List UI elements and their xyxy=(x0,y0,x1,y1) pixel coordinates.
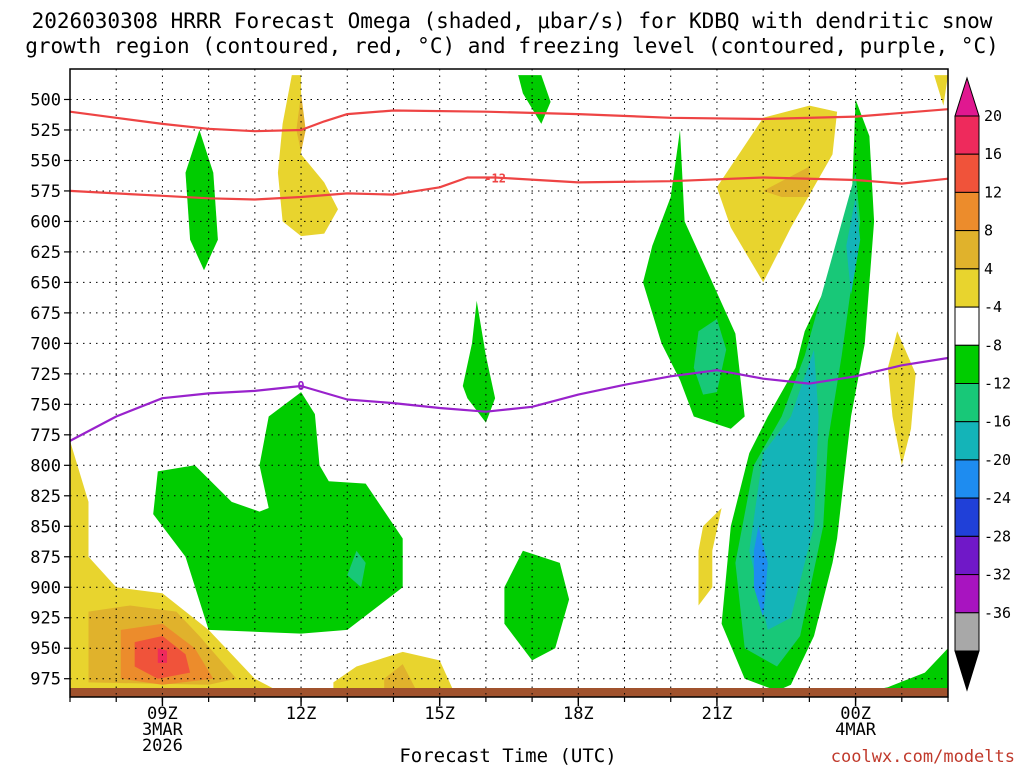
y-tick-label-525: 525 xyxy=(30,121,61,141)
y-tick-label-925: 925 xyxy=(30,609,61,629)
title-line-2: growth region (contoured, red, °C) and f… xyxy=(25,34,999,58)
y-tick-label-975: 975 xyxy=(30,670,61,690)
colorbar-label-7: -12 xyxy=(984,375,1011,393)
y-tick-label-800: 800 xyxy=(30,456,61,476)
colorbar-bin-4 xyxy=(954,268,980,308)
colorbar-bin-2 xyxy=(954,191,980,232)
colorbar-bin-6 xyxy=(954,344,980,384)
y-tick-label-575: 575 xyxy=(30,182,61,202)
omega-region-4 xyxy=(934,75,948,106)
colorbar-label-3: 8 xyxy=(984,222,993,240)
lower-12C-line xyxy=(69,176,949,201)
x-tick-label-18Z: 18Z xyxy=(563,704,594,724)
credit-link[interactable]: coolwx.com/modelts xyxy=(831,747,1015,767)
x-tick-label-09Z: 09Z xyxy=(147,704,178,724)
colorbar-bin-3 xyxy=(954,230,980,270)
colorbar-bin-12 xyxy=(954,574,980,614)
colorbar-label-1: 16 xyxy=(984,145,1002,163)
omega-region-6 xyxy=(763,166,810,197)
omega-region-24 xyxy=(157,648,167,663)
x-date-label-2026: 2026 xyxy=(142,736,183,756)
y-tick-label-750: 750 xyxy=(30,395,61,415)
y-tick-label-650: 650 xyxy=(30,273,61,293)
omega-region-26 xyxy=(384,664,417,691)
colorbar-top-arrow xyxy=(954,76,980,117)
surface-ground-strip xyxy=(70,688,948,697)
colorbar-bin-0 xyxy=(954,115,980,155)
y-axis-ticks: 500 525 550 575 600 625 650 675 700 725 750 775 800 8… xyxy=(30,90,70,690)
colorbar-label-0: 20 xyxy=(984,107,1002,125)
omega-region-2 xyxy=(518,75,551,124)
upper-12C-line xyxy=(69,108,949,133)
y-tick-label-950: 950 xyxy=(30,639,61,659)
colorbar-label-9: -20 xyxy=(984,451,1011,469)
lower-12C-line-label: -12 xyxy=(484,172,506,186)
colorbar-bin-7 xyxy=(954,383,980,423)
chart-title: 2026030308 HRRR Forecast Omega (shaded, … xyxy=(25,9,999,58)
colorbar-bin-9 xyxy=(954,459,980,499)
omega-region-17 xyxy=(153,392,403,634)
colorbar-label-6: -8 xyxy=(984,336,1002,354)
omega-region-3 xyxy=(185,130,218,271)
colorbar-label-13: -36 xyxy=(984,604,1011,622)
plot-frame xyxy=(69,68,949,698)
colorbar-bin-13 xyxy=(954,612,980,652)
y-tick-label-600: 600 xyxy=(30,212,61,232)
colorbar-label-5: -4 xyxy=(984,298,1002,316)
y-tick-label-775: 775 xyxy=(30,426,61,446)
colorbar-bin-10 xyxy=(954,497,980,537)
y-tick-label-625: 625 xyxy=(30,243,61,263)
colorbar-bin-1 xyxy=(954,153,980,193)
y-tick-label-700: 700 xyxy=(30,334,61,354)
x-tick-label-21Z: 21Z xyxy=(702,704,733,724)
omega-region-19 xyxy=(504,550,570,661)
colorbar-label-4: 4 xyxy=(984,260,993,278)
title-line-1: 2026030308 HRRR Forecast Omega (shaded, … xyxy=(32,9,993,33)
omega-shaded-regions xyxy=(70,75,948,691)
colorbar-bins xyxy=(954,115,980,652)
colorbar-bin-5 xyxy=(954,306,980,346)
y-tick-label-900: 900 xyxy=(30,578,61,598)
colorbar-label-11: -28 xyxy=(984,527,1011,545)
colorbar-labels: 20 16 12 8 4 -4 -8 -12 -16 -20 -24 -28 -32 -36 xyxy=(984,107,1011,622)
y-tick-label-725: 725 xyxy=(30,365,61,385)
colorbar-bin-11 xyxy=(954,535,980,576)
omega-region-12 xyxy=(753,526,768,618)
x-date-label-3MAR: 3MAR xyxy=(142,720,184,740)
y-tick-label-500: 500 xyxy=(30,90,61,110)
colorbar-label-2: 12 xyxy=(984,183,1002,201)
temperature-contours: -12 0 xyxy=(69,108,949,442)
y-tick-label-850: 850 xyxy=(30,517,61,537)
colorbar: 20 16 12 8 4 -4 -8 -12 -16 -20 -24 -28 -32 -36 xyxy=(954,76,1011,692)
colorbar-label-12: -32 xyxy=(984,566,1011,584)
colorbar-label-10: -24 xyxy=(984,489,1011,507)
omega-region-8 xyxy=(693,319,727,395)
omega-region-1 xyxy=(296,93,306,152)
x-axis-label: Forecast Time (UTC) xyxy=(399,745,616,767)
freezing-level-0C-line xyxy=(69,356,949,442)
x-tick-label-00Z: 00Z xyxy=(840,704,871,724)
omega-region-15 xyxy=(698,508,722,606)
y-tick-label-550: 550 xyxy=(30,151,61,171)
y-tick-label-825: 825 xyxy=(30,487,61,507)
omega-region-18 xyxy=(347,550,366,588)
freezing-level-0C-line-label: 0 xyxy=(297,379,304,393)
colorbar-label-8: -16 xyxy=(984,413,1011,431)
y-tick-label-875: 875 xyxy=(30,548,61,568)
colorbar-bottom-arrow xyxy=(954,650,980,692)
x-tick-label-12Z: 12Z xyxy=(286,704,317,724)
x-tick-label-15Z: 15Z xyxy=(424,704,455,724)
colorbar-bin-8 xyxy=(954,421,980,461)
x-date-label-4MAR: 4MAR xyxy=(835,720,877,740)
y-tick-label-675: 675 xyxy=(30,304,61,324)
omega-region-27 xyxy=(869,648,948,691)
omega-region-16 xyxy=(462,300,496,423)
